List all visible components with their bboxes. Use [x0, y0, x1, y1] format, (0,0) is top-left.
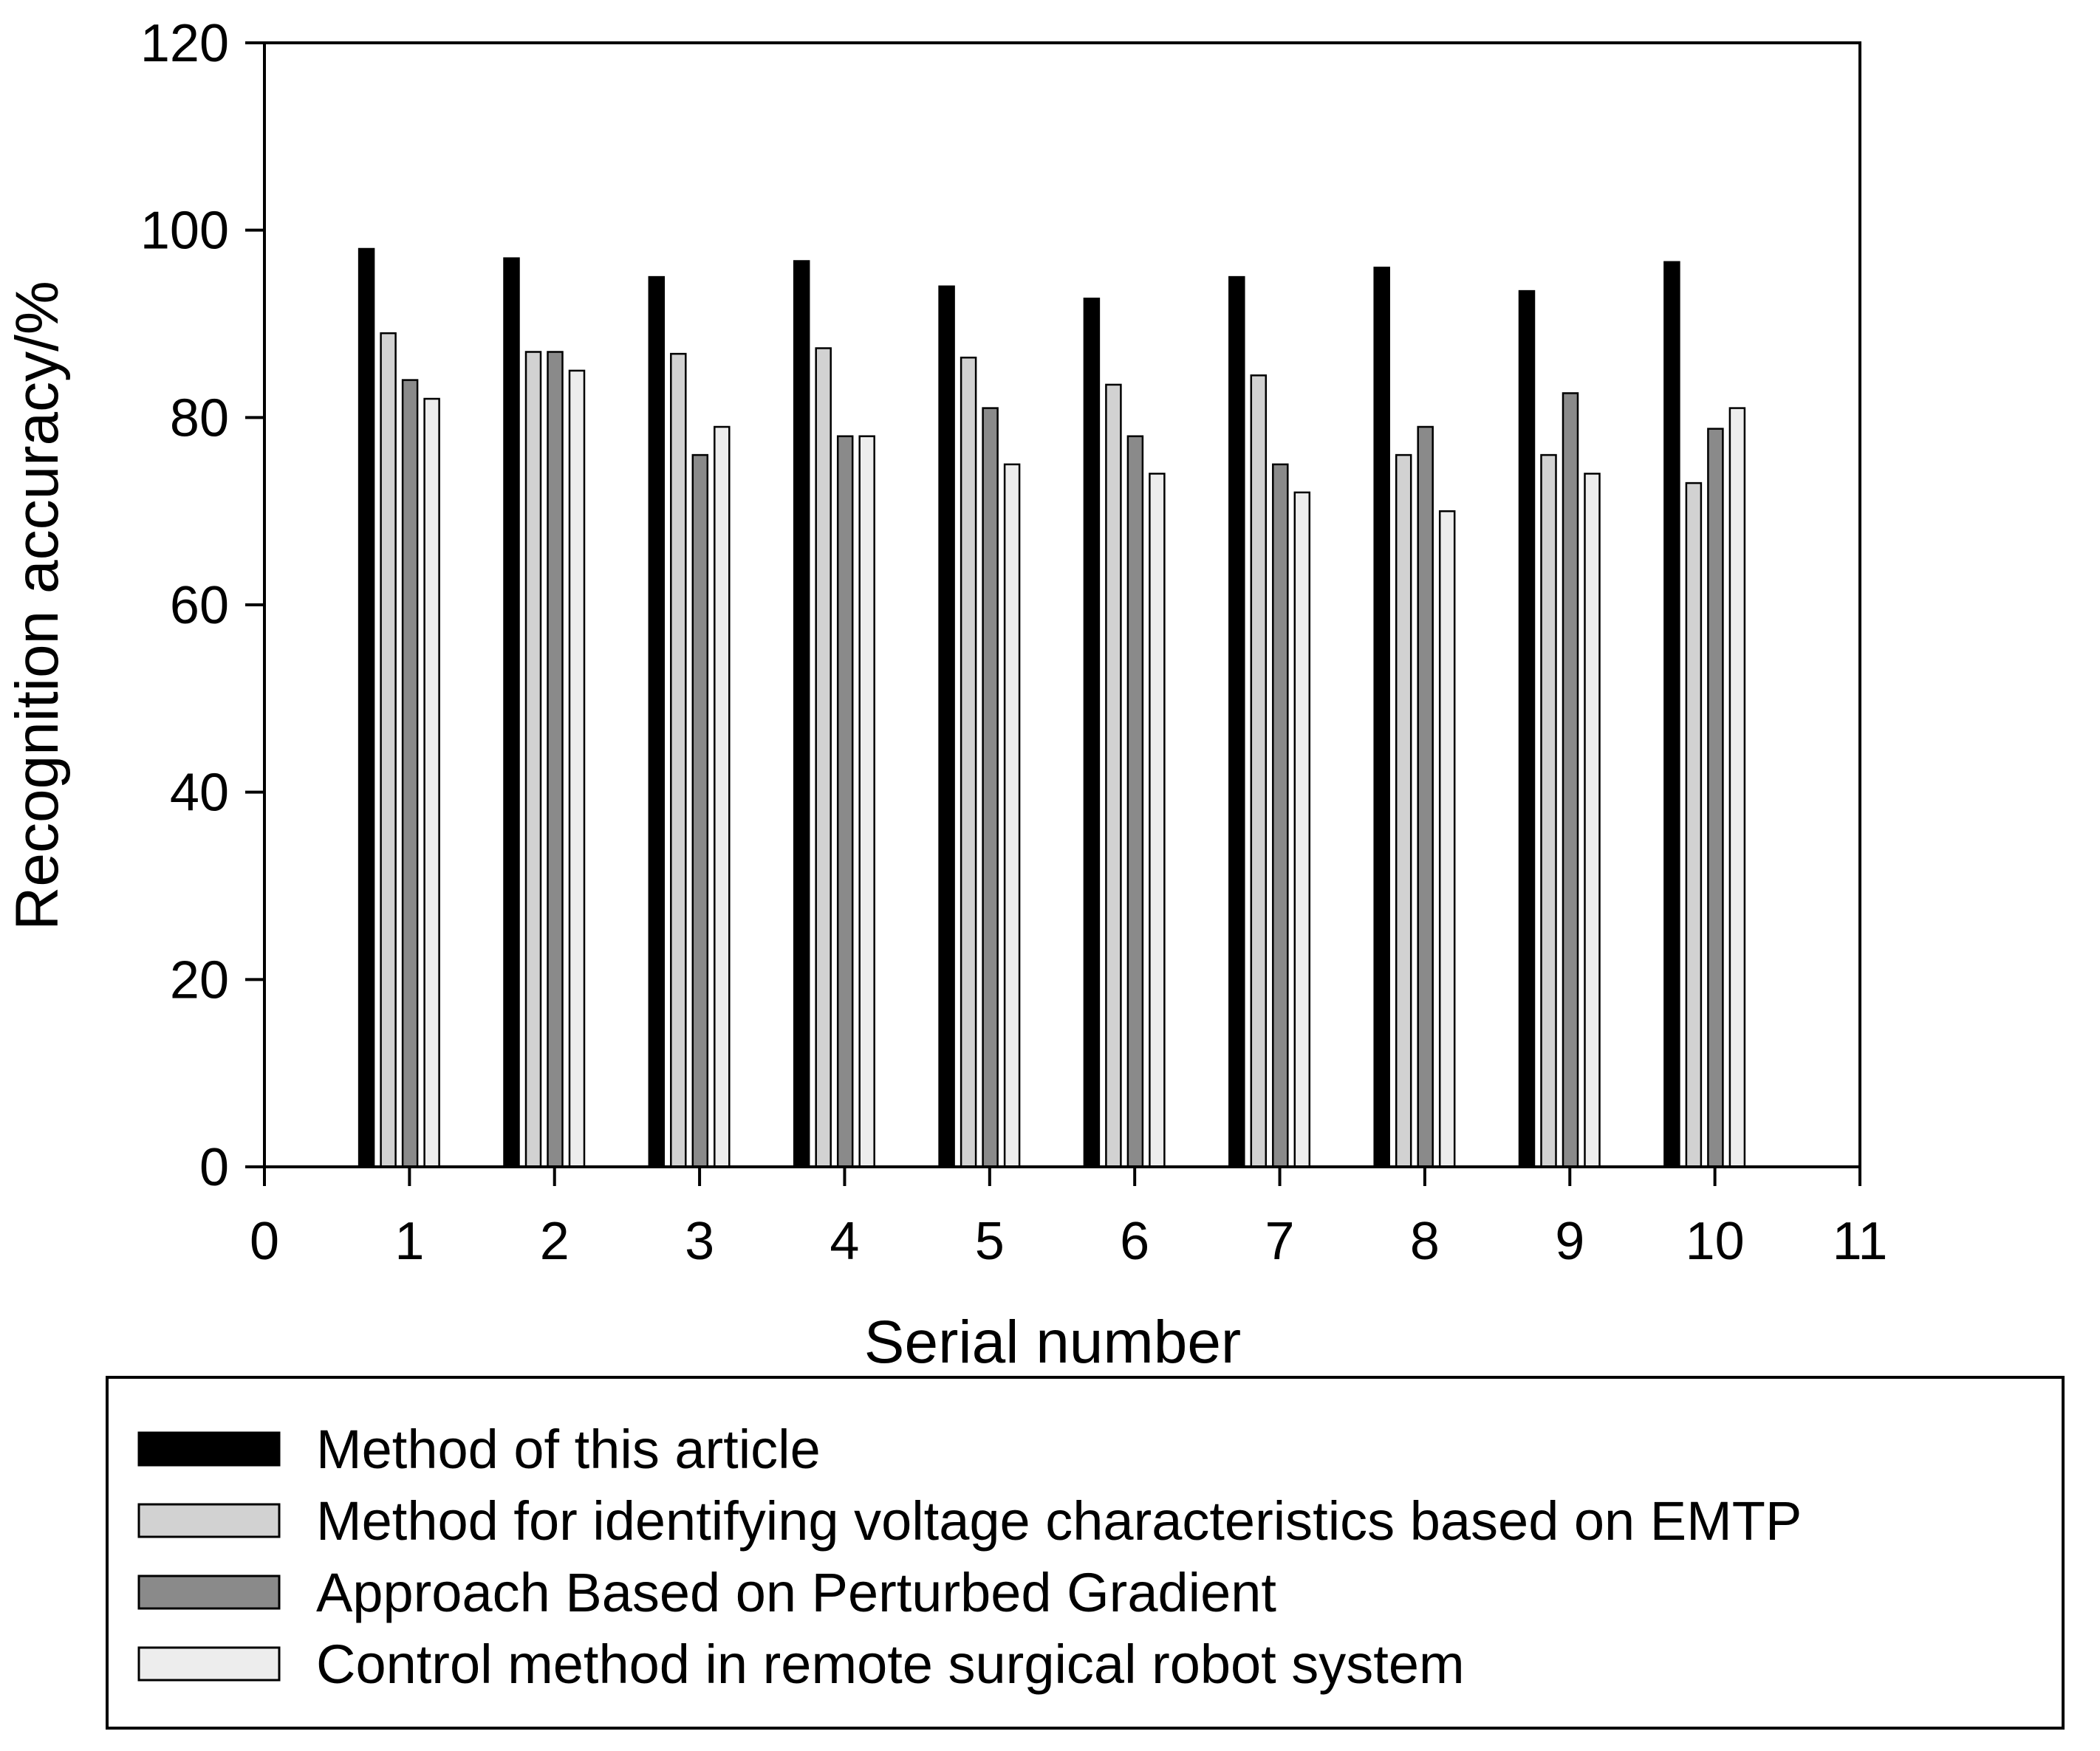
bar-series-2-serial-1	[380, 332, 397, 1168]
bar-series-4-serial-7	[1293, 491, 1311, 1168]
x-tick-label: 5	[975, 1212, 1005, 1271]
bar-series-2-serial-7	[1250, 374, 1268, 1168]
bar-series-4-serial-2	[568, 369, 586, 1168]
bar-series-4-serial-9	[1584, 473, 1601, 1168]
bar-series-4-serial-8	[1438, 510, 1456, 1168]
legend-label-3: Approach Based on Perturbed Gradient	[316, 1562, 1276, 1623]
bar-series-4-serial-3	[714, 425, 731, 1168]
bar-series-3-serial-2	[547, 351, 564, 1168]
bar-series-2-serial-4	[815, 347, 832, 1168]
legend-label-1: Method of this article	[316, 1419, 821, 1480]
bar-series-1-serial-5	[938, 285, 955, 1168]
bar-series-1-serial-10	[1663, 261, 1680, 1168]
x-tick-label: 11	[1833, 1212, 1888, 1271]
bar-series-4-serial-6	[1149, 473, 1166, 1168]
bar-series-1-serial-2	[503, 257, 520, 1168]
bar-series-1-serial-1	[358, 247, 375, 1168]
bar-series-2-serial-3	[670, 352, 687, 1168]
x-tick-label: 9	[1555, 1212, 1584, 1271]
bar-series-4-serial-5	[1003, 463, 1021, 1168]
x-tick-label: 8	[1410, 1212, 1440, 1271]
legend-swatch-4	[137, 1646, 281, 1682]
bar-series-2-serial-9	[1540, 453, 1557, 1168]
x-tick-label: 0	[250, 1212, 279, 1271]
bar-series-2-serial-5	[960, 356, 977, 1168]
legend-swatch-1	[137, 1431, 281, 1467]
bar-series-1-serial-8	[1373, 267, 1390, 1168]
x-tick-label: 7	[1265, 1212, 1295, 1271]
bar-series-2-serial-2	[524, 351, 542, 1168]
bar-series-3-serial-10	[1707, 428, 1724, 1168]
x-tick-label: 1	[394, 1212, 424, 1271]
bar-series-1-serial-3	[648, 275, 666, 1168]
y-tick-label: 20	[170, 950, 229, 1010]
y-tick-label: 0	[199, 1138, 229, 1197]
bar-series-4-serial-1	[423, 397, 440, 1168]
bar-series-3-serial-7	[1272, 463, 1289, 1168]
y-tick-label: 60	[170, 576, 229, 635]
bar-series-3-serial-6	[1126, 435, 1144, 1168]
legend-label-2: Method for identifying voltage character…	[316, 1490, 1802, 1552]
bar-series-4-serial-10	[1728, 407, 1746, 1168]
y-axis-title: Recognition accuracy/%	[4, 281, 71, 931]
bar-series-1-serial-6	[1083, 298, 1101, 1168]
bar-series-1-serial-9	[1518, 289, 1536, 1168]
legend: Method of this article Method for identif…	[106, 1376, 2065, 1730]
x-tick-label: 10	[1686, 1212, 1745, 1271]
legend-label-4: Control method in remote surgical robot …	[316, 1634, 1465, 1695]
bar-series-2-serial-8	[1395, 453, 1412, 1168]
bar-series-1-serial-7	[1228, 275, 1245, 1168]
bar-series-3-serial-9	[1562, 392, 1579, 1168]
bar-series-3-serial-3	[691, 453, 709, 1168]
bar-series-3-serial-8	[1417, 425, 1434, 1168]
y-tick-label: 100	[140, 202, 229, 261]
x-tick-label: 2	[540, 1212, 570, 1271]
bar-series-4-serial-4	[858, 435, 875, 1168]
y-tick-label: 80	[170, 388, 229, 448]
y-tick-label: 120	[140, 14, 229, 73]
y-tick-label: 40	[170, 764, 229, 823]
bars-layer	[358, 247, 1746, 1168]
bar-series-3-serial-1	[401, 379, 419, 1168]
legend-swatch-3	[137, 1574, 281, 1610]
x-axis-title: Serial number	[864, 1309, 1241, 1376]
x-tick-label: 6	[1120, 1212, 1149, 1271]
legend-box	[106, 1376, 2065, 1730]
x-tick-label: 3	[685, 1212, 714, 1271]
bar-series-3-serial-5	[982, 407, 999, 1168]
x-tick-label: 4	[830, 1212, 859, 1271]
bar-series-2-serial-10	[1685, 482, 1703, 1168]
bar-series-1-serial-4	[793, 260, 810, 1168]
bar-series-2-serial-6	[1105, 383, 1122, 1168]
bar-series-3-serial-4	[836, 435, 854, 1168]
legend-swatch-2	[137, 1503, 281, 1538]
axes-layer: 0 20 40 60 80 100 120 0 1 2 3 4 5 6 7 8 9 10 11	[140, 14, 1888, 1271]
